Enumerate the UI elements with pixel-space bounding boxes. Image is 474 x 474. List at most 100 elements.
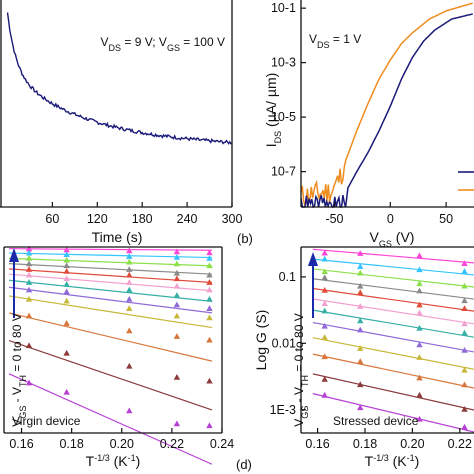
- y-axis-label: IDS (µA/ µm): [263, 73, 283, 148]
- fit-line-5: [8, 273, 213, 292]
- data-point: [461, 381, 468, 388]
- panel-label-d: (d): [236, 457, 252, 472]
- data-point: [63, 320, 70, 326]
- x-tick-label: 0.16: [305, 437, 329, 451]
- x-tick-label: 0: [387, 212, 394, 226]
- fit-line-9: [312, 353, 474, 389]
- data-point: [357, 381, 364, 388]
- data-point: [357, 282, 364, 289]
- data-point: [416, 354, 423, 360]
- data-point: [461, 346, 468, 353]
- data-point: [126, 271, 133, 278]
- data-point: [63, 349, 70, 356]
- data-point: [416, 415, 423, 422]
- data-point: [321, 391, 328, 398]
- data-point: [173, 275, 181, 282]
- data-point: [206, 314, 213, 321]
- annotation-d: Stressed device: [333, 414, 419, 428]
- data-point: [357, 345, 364, 351]
- annotation-b: VDS = 1 V: [309, 32, 361, 50]
- decay-curve: [6, 12, 232, 145]
- data-point: [173, 292, 181, 298]
- data-point: [461, 282, 468, 289]
- data-point: [206, 305, 213, 311]
- y-axis-label: Log G (S): [253, 310, 269, 371]
- arrow-label-c: VGS - VTH = 0 to 80 V: [10, 313, 28, 426]
- data-point: [173, 374, 181, 380]
- data-point: [25, 279, 33, 285]
- data-point: [461, 320, 468, 327]
- data-point: [461, 305, 468, 312]
- panel-d: 0.1 0.01 1E-3 0.16 0.18 0.20 0.22 T-1/3 (K-1) Lo…: [236, 246, 474, 472]
- fit-line-7: [8, 286, 213, 314]
- data-point: [321, 286, 328, 293]
- data-point: [25, 342, 33, 349]
- data-point: [25, 260, 33, 267]
- data-point: [25, 286, 33, 293]
- data-point: [461, 406, 468, 412]
- fit-line-1: [8, 252, 212, 259]
- fit-line-10: [312, 373, 474, 411]
- data-point: [25, 295, 33, 302]
- data-point: [126, 258, 133, 265]
- data-point: [416, 301, 423, 308]
- data-point: [126, 279, 133, 285]
- data-point: [357, 326, 364, 333]
- fit-line-9: [8, 312, 213, 362]
- data-point: [416, 266, 423, 273]
- fit-line-0: [312, 248, 474, 264]
- data-point: [25, 379, 33, 386]
- data-point: [63, 262, 70, 269]
- x-tick-label: 50: [439, 212, 453, 226]
- data-point: [173, 269, 181, 276]
- arrow-label-d: VGS - VTH = 0 to 80 V: [292, 313, 310, 426]
- x-tick-label: 240: [177, 212, 198, 226]
- fit-line-8: [312, 337, 474, 370]
- x-axis-label: T-1/3 (K-1): [365, 453, 420, 469]
- y-tick-label: 0.01: [272, 336, 296, 350]
- x-tick-label: 0.16: [9, 437, 33, 451]
- fit-line-5: [312, 298, 474, 325]
- iv-curve-1: [300, 13, 473, 209]
- data-point: [357, 269, 364, 276]
- panel-a: 60 120 180 240 300 Time (s) VDS = 9 V; VGS = 1…: [0, 0, 242, 245]
- data-point: [25, 254, 33, 261]
- data-point: [357, 404, 364, 411]
- data-point: [173, 312, 181, 319]
- data-point: [321, 268, 328, 275]
- fit-line-11: [8, 373, 213, 465]
- data-point: [63, 256, 70, 263]
- x-axis-label: T-1/3 (K-1): [86, 453, 141, 469]
- x-tick-label: 0.18: [353, 437, 377, 451]
- x-tick-label: 60: [45, 212, 59, 226]
- data-point: [357, 358, 364, 364]
- data-point: [206, 254, 213, 261]
- x-axis-label: Time (s): [92, 229, 143, 245]
- data-point: [321, 375, 328, 382]
- y-tick-label: 10-5: [271, 110, 296, 124]
- data-point: [126, 286, 133, 293]
- fit-line-2: [312, 268, 474, 288]
- data-point: [461, 260, 468, 266]
- data-point: [25, 245, 33, 252]
- y-tick-label: 10-1: [271, 1, 296, 15]
- data-point: [206, 279, 213, 285]
- data-point: [461, 297, 468, 304]
- data-point: [173, 333, 181, 339]
- fit-line-4: [8, 268, 213, 284]
- x-tick-label: 180: [132, 212, 153, 226]
- data-point: [357, 263, 364, 269]
- data-point: [63, 267, 70, 274]
- y-tick-label: 0.1: [279, 270, 296, 284]
- iv-curve-0: [300, 2, 473, 208]
- data-point: [321, 322, 328, 329]
- data-point: [126, 266, 133, 272]
- data-point: [63, 388, 70, 395]
- data-point: [206, 422, 213, 429]
- data-point: [126, 407, 133, 414]
- fit-line-1: [312, 258, 474, 276]
- data-point: [321, 274, 328, 281]
- x-tick-label: 120: [87, 212, 108, 226]
- data-point: [321, 249, 328, 256]
